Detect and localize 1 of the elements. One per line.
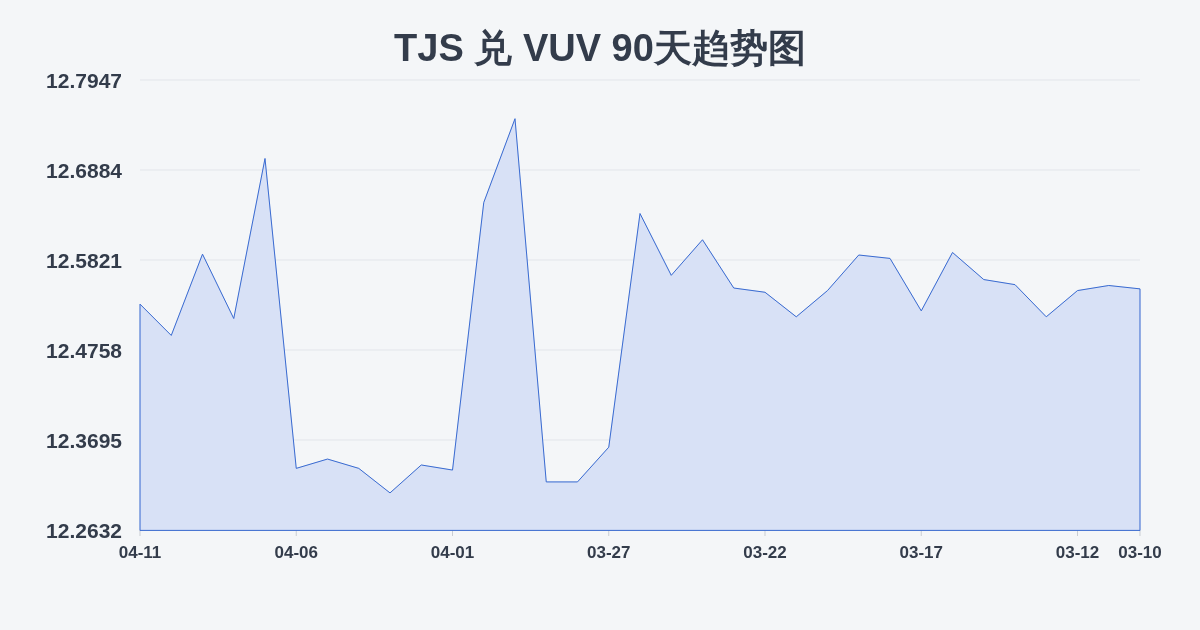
title: TJS 兑 VUV 90天趋势图: [394, 27, 806, 69]
